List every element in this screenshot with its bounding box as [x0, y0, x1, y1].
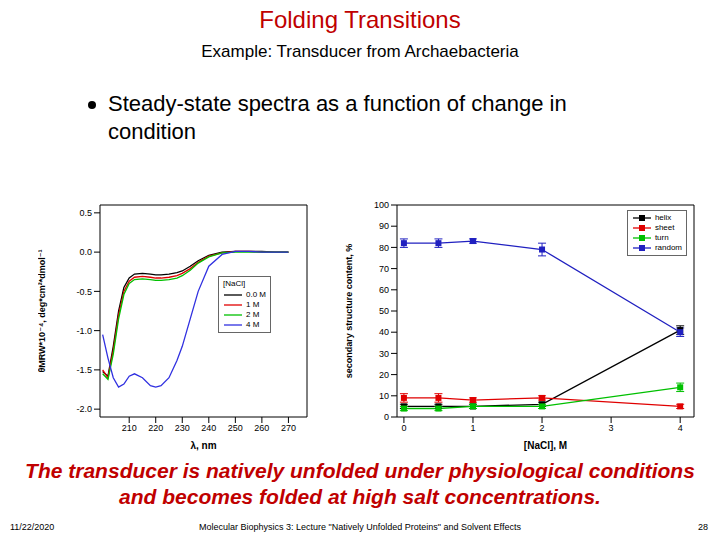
svg-text:λ, nm: λ, nm	[190, 440, 216, 451]
svg-text:3: 3	[609, 423, 614, 433]
svg-text:260: 260	[254, 423, 269, 433]
svg-text:220: 220	[148, 423, 163, 433]
html-text:random: random	[654, 243, 682, 252]
svg-text:-1.5: -1.5	[76, 365, 92, 375]
svg-text:-2.0: -2.0	[76, 404, 92, 414]
svg-text:10: 10	[379, 391, 389, 401]
svg-text:60: 60	[379, 285, 389, 295]
html-text:4 M: 4 M	[246, 320, 260, 329]
html-text:28: 28	[698, 522, 708, 532]
html-text:1 M: 1 M	[246, 300, 260, 309]
html-text:Example: Transducer from Archa: Example: Transducer from Archaebacteria	[201, 42, 519, 61]
svg-text:250: 250	[228, 423, 243, 433]
svg-text:80: 80	[379, 243, 389, 253]
html-text:turn: turn	[654, 233, 669, 242]
html-text:Folding Transitions: Folding Transitions	[259, 6, 461, 33]
svg-text:270: 270	[281, 423, 296, 433]
svg-text:0: 0	[401, 423, 406, 433]
html-text:Steady-state spectra as a func: Steady-state spectra as a function of ch…	[108, 91, 567, 144]
svg-text:100: 100	[374, 200, 389, 210]
html-text:[NaCl]: [NaCl]	[223, 279, 246, 288]
svg-text:40: 40	[379, 327, 389, 337]
svg-text:30: 30	[379, 349, 389, 359]
svg-text:70: 70	[379, 264, 389, 274]
svg-text:0.0: 0.0	[79, 247, 92, 257]
svg-text:50: 50	[379, 306, 389, 316]
html-text:Molecular Biophysics 3: Lectur: Molecular Biophysics 3: Lecture "Nativel…	[199, 522, 521, 532]
html-text:sheet: sheet	[654, 223, 675, 232]
html-text:helix: helix	[654, 213, 672, 222]
svg-text:210: 210	[122, 423, 137, 433]
svg-text:90: 90	[379, 221, 389, 231]
svg-text:230: 230	[175, 423, 190, 433]
html-text:2 M: 2 M	[246, 310, 260, 319]
html-text:0.0 M: 0.0 M	[246, 290, 266, 299]
svg-text:0.5: 0.5	[79, 208, 92, 218]
svg-text:240: 240	[201, 423, 216, 433]
svg-text:0: 0	[384, 412, 389, 422]
svg-text:secondary structure content, %: secondary structure content, %	[345, 244, 354, 379]
svg-text:2: 2	[540, 423, 545, 433]
svg-text:-1.0: -1.0	[76, 326, 92, 336]
html-text:11/22/2020: 11/22/2020	[10, 522, 55, 532]
svg-text:20: 20	[379, 370, 389, 380]
svg-text:4: 4	[678, 423, 683, 433]
svg-text:[NaCl], M: [NaCl], M	[524, 440, 567, 451]
svg-text:θMRW*10⁻⁴, deg*cm²*dmol⁻¹: θMRW*10⁻⁴, deg*cm²*dmol⁻¹	[38, 249, 47, 372]
svg-text:-0.5: -0.5	[76, 287, 92, 297]
svg-text:1: 1	[470, 423, 475, 433]
html-text:The transducer is natively unf: The transducer is natively unfolded unde…	[25, 459, 695, 508]
